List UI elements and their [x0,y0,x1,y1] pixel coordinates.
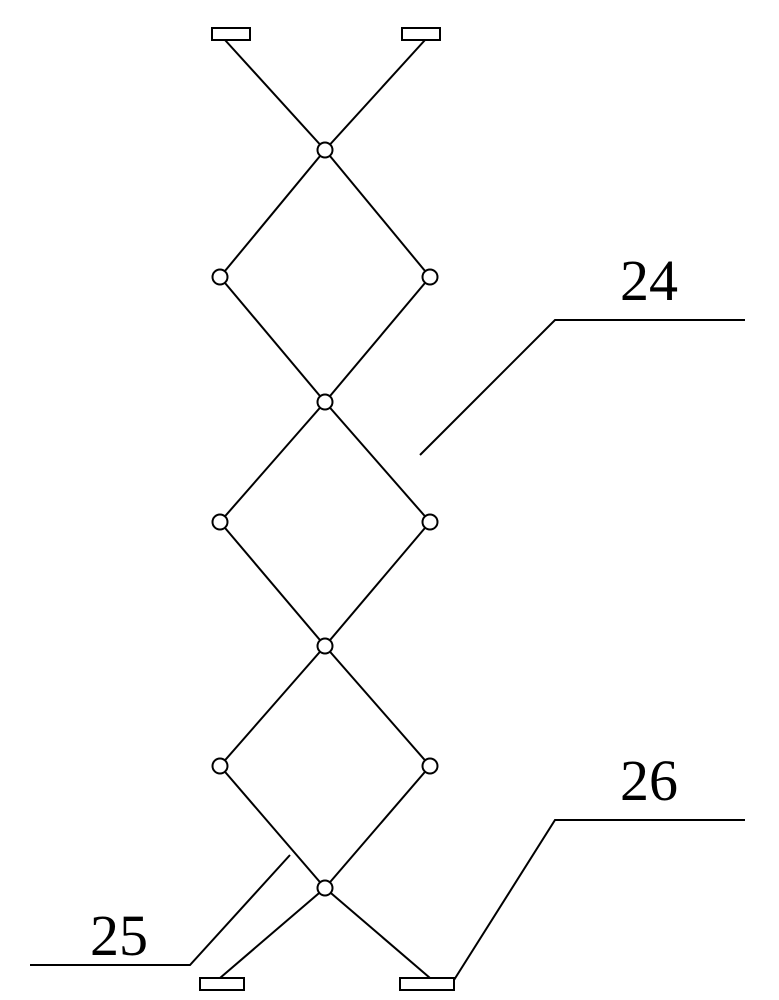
scissor-arm [325,402,430,522]
right-joint-2 [423,759,438,774]
scissor-arm [325,277,430,402]
scissor-arm [220,402,325,522]
center-joint-3 [318,881,333,896]
label-24: 24 [620,248,678,313]
scissor-arm [325,766,430,888]
right-joint-0 [423,270,438,285]
left-joint-0 [213,270,228,285]
center-joint-0 [318,143,333,158]
scissor-arm [325,40,425,150]
scissor-arm [220,277,325,402]
scissor-arm [325,888,430,978]
leader-25 [30,855,290,965]
scissor-arm [325,646,430,766]
scissor-arm [220,888,325,978]
label-26: 26 [620,748,678,813]
left-joint-2 [213,759,228,774]
leader-24 [420,320,745,455]
right-joint-1 [423,515,438,530]
scissor-arm [220,646,325,766]
label-25: 25 [90,903,148,968]
center-joint-1 [318,395,333,410]
scissor-arm [325,150,430,277]
top-anchor-right [402,28,440,40]
top-anchor-left [212,28,250,40]
leader-26 [454,820,745,980]
bottom-anchor-left [200,978,244,990]
center-joint-2 [318,639,333,654]
scissor-arm [325,522,430,646]
scissor-arm [220,766,325,888]
scissor-arm [220,522,325,646]
bottom-anchor-right [400,978,454,990]
scissor-arm [225,40,325,150]
scissor-arm [220,150,325,277]
left-joint-1 [213,515,228,530]
